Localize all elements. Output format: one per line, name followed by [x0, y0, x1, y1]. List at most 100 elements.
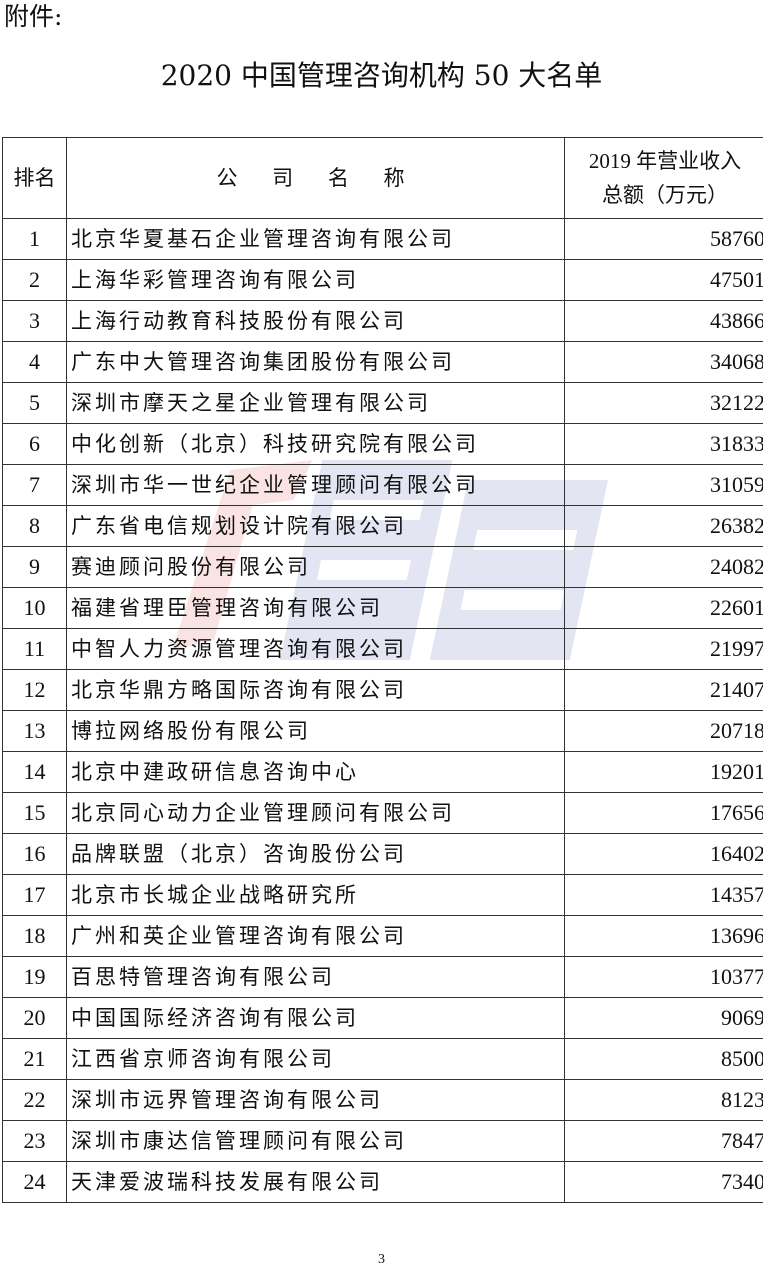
- revenue-cell: 34068: [564, 341, 763, 383]
- table-header-row: 排名 公 司 名 称 2019 年营业收入 总额（万元）: [2, 137, 763, 219]
- header-revenue-line2: 总额（万元）: [602, 183, 728, 207]
- revenue-cell: 9069: [564, 997, 763, 1039]
- revenue-cell: 13696: [564, 915, 763, 957]
- company-cell: 中智人力资源管理咨询有限公司: [66, 628, 565, 670]
- page-number: 3: [378, 1252, 385, 1267]
- table-row: 9 赛迪顾问股份有限公司 24082: [2, 546, 763, 588]
- revenue-cell: 31833: [564, 423, 763, 465]
- rank-cell: 9: [2, 546, 67, 588]
- rank-cell: 12: [2, 669, 67, 711]
- rank-cell: 2: [2, 259, 67, 301]
- company-cell: 北京市长城企业战略研究所: [66, 874, 565, 916]
- company-cell: 赛迪顾问股份有限公司: [66, 546, 565, 588]
- rank-cell: 10: [2, 587, 67, 629]
- table-row: 22 深圳市远界管理咨询有限公司 8123: [2, 1079, 763, 1121]
- rank-cell: 23: [2, 1120, 67, 1162]
- revenue-cell: 43866: [564, 300, 763, 342]
- company-cell: 深圳市摩天之星企业管理有限公司: [66, 382, 565, 424]
- company-cell: 上海行动教育科技股份有限公司: [66, 300, 565, 342]
- revenue-cell: 31059: [564, 464, 763, 506]
- revenue-cell: 7847: [564, 1120, 763, 1162]
- revenue-cell: 7340: [564, 1161, 763, 1203]
- table-row: 14 北京中建政研信息咨询中心 19201: [2, 751, 763, 793]
- revenue-cell: 47501: [564, 259, 763, 301]
- table-row: 4 广东中大管理咨询集团股份有限公司 34068: [2, 341, 763, 383]
- rank-cell: 13: [2, 710, 67, 752]
- rank-cell: 19: [2, 956, 67, 998]
- company-cell: 深圳市华一世纪企业管理顾问有限公司: [66, 464, 565, 506]
- rank-cell: 22: [2, 1079, 67, 1121]
- revenue-cell: 58760: [564, 218, 763, 260]
- rank-cell: 3: [2, 300, 67, 342]
- table-row: 11 中智人力资源管理咨询有限公司 21997: [2, 628, 763, 670]
- revenue-cell: 14357: [564, 874, 763, 916]
- rank-cell: 15: [2, 792, 67, 834]
- table-row: 1 北京华夏基石企业管理咨询有限公司 58760: [2, 218, 763, 260]
- revenue-cell: 26382: [564, 505, 763, 547]
- attachment-label: 附件:: [4, 2, 63, 31]
- rank-cell: 6: [2, 423, 67, 465]
- company-cell: 北京华鼎方略国际咨询有限公司: [66, 669, 565, 711]
- revenue-cell: 24082: [564, 546, 763, 588]
- header-revenue: 2019 年营业收入 总额（万元）: [564, 137, 763, 219]
- rank-cell: 11: [2, 628, 67, 670]
- table-row: 21 江西省京师咨询有限公司 8500: [2, 1038, 763, 1080]
- revenue-cell: 32122: [564, 382, 763, 424]
- table-row: 13 博拉网络股份有限公司 20718: [2, 710, 763, 752]
- table-row: 16 品牌联盟（北京）咨询股份公司 16402: [2, 833, 763, 875]
- company-cell: 百思特管理咨询有限公司: [66, 956, 565, 998]
- company-cell: 江西省京师咨询有限公司: [66, 1038, 565, 1080]
- revenue-cell: 20718: [564, 710, 763, 752]
- revenue-cell: 19201: [564, 751, 763, 793]
- rank-cell: 4: [2, 341, 67, 383]
- table-row: 24 天津爱波瑞科技发展有限公司 7340: [2, 1161, 763, 1203]
- revenue-cell: 21997: [564, 628, 763, 670]
- company-cell: 广东省电信规划设计院有限公司: [66, 505, 565, 547]
- company-cell: 福建省理臣管理咨询有限公司: [66, 587, 565, 629]
- rank-cell: 24: [2, 1161, 67, 1203]
- table-row: 19 百思特管理咨询有限公司 10377: [2, 956, 763, 998]
- rank-cell: 17: [2, 874, 67, 916]
- table-row: 2 上海华彩管理咨询有限公司 47501: [2, 259, 763, 301]
- company-cell: 中国国际经济咨询有限公司: [66, 997, 565, 1039]
- table-row: 15 北京同心动力企业管理顾问有限公司 17656: [2, 792, 763, 834]
- table-row: 10 福建省理臣管理咨询有限公司 22601: [2, 587, 763, 629]
- header-rank: 排名: [2, 137, 67, 219]
- company-cell: 广东中大管理咨询集团股份有限公司: [66, 341, 565, 383]
- revenue-cell: 21407: [564, 669, 763, 711]
- rank-cell: 1: [2, 218, 67, 260]
- header-revenue-line1: 2019 年营业收入: [588, 149, 742, 173]
- company-cell: 天津爱波瑞科技发展有限公司: [66, 1161, 565, 1203]
- company-cell: 北京同心动力企业管理顾问有限公司: [66, 792, 565, 834]
- rank-cell: 20: [2, 997, 67, 1039]
- table-row: 5 深圳市摩天之星企业管理有限公司 32122: [2, 382, 763, 424]
- rank-cell: 7: [2, 464, 67, 506]
- company-cell: 北京华夏基石企业管理咨询有限公司: [66, 218, 565, 260]
- table-row: 8 广东省电信规划设计院有限公司 26382: [2, 505, 763, 547]
- revenue-cell: 8123: [564, 1079, 763, 1121]
- company-cell: 北京中建政研信息咨询中心: [66, 751, 565, 793]
- table-row: 3 上海行动教育科技股份有限公司 43866: [2, 300, 763, 342]
- page-title: 2020 中国管理咨询机构 50 大名单: [160, 59, 603, 92]
- revenue-cell: 8500: [564, 1038, 763, 1080]
- table-row: 23 深圳市康达信管理顾问有限公司 7847: [2, 1120, 763, 1162]
- rank-cell: 21: [2, 1038, 67, 1080]
- revenue-cell: 16402: [564, 833, 763, 875]
- company-cell: 品牌联盟（北京）咨询股份公司: [66, 833, 565, 875]
- company-cell: 上海华彩管理咨询有限公司: [66, 259, 565, 301]
- table-row: 6 中化创新（北京）科技研究院有限公司 31833: [2, 423, 763, 465]
- rank-cell: 18: [2, 915, 67, 957]
- rank-cell: 5: [2, 382, 67, 424]
- table-row: 18 广州和英企业管理咨询有限公司 13696: [2, 915, 763, 957]
- rank-cell: 16: [2, 833, 67, 875]
- header-company: 公 司 名 称: [66, 137, 565, 219]
- company-cell: 广州和英企业管理咨询有限公司: [66, 915, 565, 957]
- company-cell: 博拉网络股份有限公司: [66, 710, 565, 752]
- revenue-cell: 22601: [564, 587, 763, 629]
- ranking-table: 排名 公 司 名 称 2019 年营业收入 总额（万元） 1 北京华夏基石企业管理…: [2, 137, 763, 1203]
- table-row: 7 深圳市华一世纪企业管理顾问有限公司 31059: [2, 464, 763, 506]
- revenue-cell: 17656: [564, 792, 763, 834]
- table-row: 12 北京华鼎方略国际咨询有限公司 21407: [2, 669, 763, 711]
- rank-cell: 14: [2, 751, 67, 793]
- table-row: 20 中国国际经济咨询有限公司 9069: [2, 997, 763, 1039]
